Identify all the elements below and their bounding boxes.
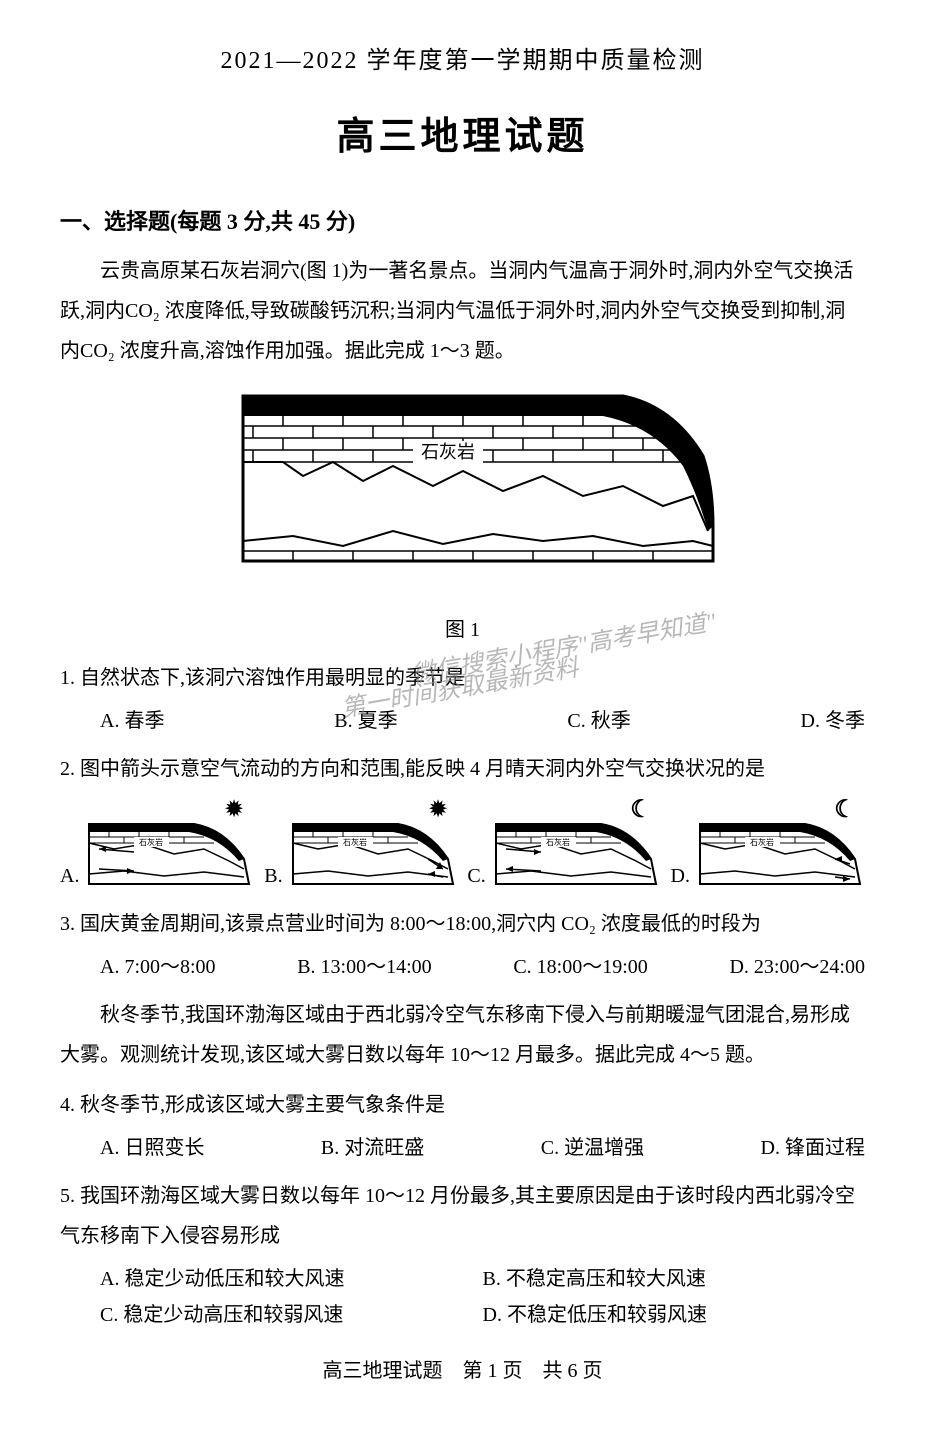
svg-text:☾: ☾ — [834, 799, 856, 823]
q2-option-images: A. ✹ 石灰岩 B. ✹ — [60, 799, 865, 894]
q1-option-b: B. 夏季 — [334, 703, 397, 739]
cave-diagram: 石灰岩 — [203, 386, 723, 586]
q3-option-c: C. 18:00～19:00 — [513, 949, 647, 985]
svg-text:✹: ✹ — [224, 799, 244, 823]
q4-option-c: C. 逆温增强 — [541, 1130, 644, 1166]
q2-diagram-c: ☾ 石灰岩 — [491, 799, 661, 894]
svg-text:石灰岩: 石灰岩 — [139, 837, 163, 847]
question-2: 2. 图中箭头示意空气流动的方向和范围,能反映 4 月晴天洞内外空气交换状况的是 — [60, 749, 865, 789]
q2-option-d-label: D. — [671, 858, 690, 894]
q1-options: A. 春季 B. 夏季 C. 秋季 D. 冬季 — [60, 703, 865, 739]
question-3: 3. 国庆黄金周期间,该景点营业时间为 8:00～18:00,洞穴内 CO₂ 浓… — [60, 904, 865, 944]
question-1: 1. 自然状态下,该洞穴溶蚀作用最明显的季节是 — [60, 658, 865, 698]
question-5: 5. 我国环渤海区域大雾日数以每年 10～12 月份最多,其主要原因是由于该时段… — [60, 1176, 865, 1256]
q2-option-b-label: B. — [264, 858, 282, 894]
q2-option-c-label: C. — [467, 858, 485, 894]
q2-diagram-d: ☾ 石灰岩 — [695, 799, 865, 894]
q3-option-b: B. 13:00～14:00 — [297, 949, 431, 985]
q5-options: A. 稳定少动低压和较大风速 B. 不稳定高压和较大风速 C. 稳定少动高压和较… — [60, 1261, 865, 1333]
passage-1: 云贵高原某石灰岩洞穴(图 1)为一著名景点。当洞内气温高于洞外时,洞内外空气交换… — [60, 251, 865, 371]
q2-option-b-group: B. ✹ 石灰岩 — [264, 799, 457, 894]
q2-diagram-a: ✹ 石灰岩 — [84, 799, 254, 894]
figure-1-container: 石灰岩 — [60, 386, 865, 597]
q4-option-b: B. 对流旺盛 — [321, 1130, 424, 1166]
q1-option-c: C. 秋季 — [567, 703, 630, 739]
svg-text:石灰岩: 石灰岩 — [546, 837, 570, 847]
section-header: 一、选择题(每题 3 分,共 45 分) — [60, 202, 865, 242]
q5-option-c: C. 稳定少动高压和较弱风速 — [100, 1297, 483, 1333]
q2-option-a-label: A. — [60, 858, 79, 894]
q3-options: A. 7:00～8:00 B. 13:00～14:00 C. 18:00～19:… — [60, 949, 865, 985]
q4-option-a: A. 日照变长 — [100, 1130, 204, 1166]
q2-option-c-group: C. ☾ 石灰岩 — [467, 799, 660, 894]
figure-1-caption: 图 1 — [60, 612, 865, 648]
passage-2: 秋冬季节,我国环渤海区域由于西北弱冷空气东移南下侵入与前期暖湿气团混合,易形成大… — [60, 995, 865, 1075]
q2-diagram-b: ✹ 石灰岩 — [288, 799, 458, 894]
svg-text:✹: ✹ — [428, 799, 448, 823]
q2-option-a-group: A. ✹ 石灰岩 — [60, 799, 254, 894]
svg-text:石灰岩: 石灰岩 — [750, 837, 774, 847]
q3-option-d: D. 23:00～24:00 — [729, 949, 865, 985]
q5-option-d: D. 不稳定低压和较弱风速 — [483, 1297, 866, 1333]
question-4: 4. 秋冬季节,形成该区域大雾主要气象条件是 — [60, 1085, 865, 1125]
q5-option-b: B. 不稳定高压和较大风速 — [483, 1261, 866, 1297]
svg-text:石灰岩: 石灰岩 — [343, 837, 367, 847]
q3-option-a: A. 7:00～8:00 — [100, 949, 216, 985]
exam-header: 2021—2022 学年度第一学期期中质量检测 — [60, 40, 865, 83]
q1-option-a: A. 春季 — [100, 703, 164, 739]
q2-option-d-group: D. ☾ 石灰岩 — [671, 799, 865, 894]
limestone-label: 石灰岩 — [421, 442, 475, 462]
exam-title: 高三地理试题 — [60, 103, 865, 171]
page-footer: 高三地理试题 第 1 页 共 6 页 — [60, 1353, 865, 1389]
q4-option-d: D. 锋面过程 — [761, 1130, 865, 1166]
q1-option-d: D. 冬季 — [801, 703, 865, 739]
q5-option-a: A. 稳定少动低压和较大风速 — [100, 1261, 483, 1297]
q4-options: A. 日照变长 B. 对流旺盛 C. 逆温增强 D. 锋面过程 — [60, 1130, 865, 1166]
svg-text:☾: ☾ — [630, 799, 652, 823]
